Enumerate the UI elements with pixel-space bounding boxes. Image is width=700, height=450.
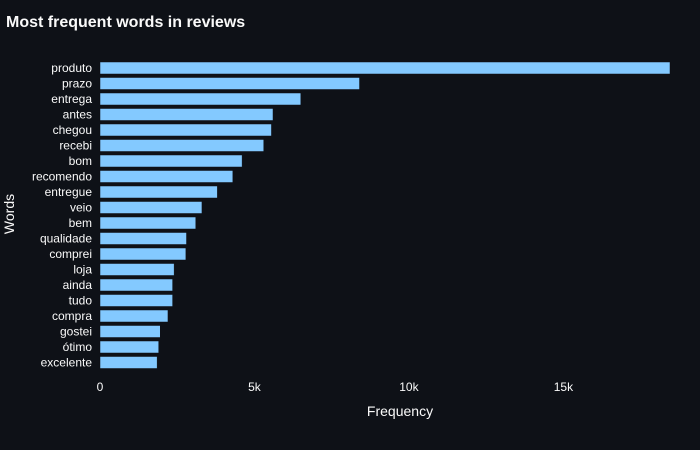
y-tick-label: produto bbox=[51, 61, 92, 75]
bar-12 bbox=[99, 247, 187, 261]
x-tick-label: 5k bbox=[248, 380, 262, 394]
y-tick-label: loja bbox=[73, 263, 92, 277]
x-tick-label: 10k bbox=[399, 380, 419, 394]
y-tick-label: recomendo bbox=[32, 170, 92, 184]
bar-19 bbox=[99, 356, 158, 369]
bar-11 bbox=[99, 232, 187, 245]
x-tick-labels: 0 5k 10k 15k bbox=[97, 380, 574, 394]
y-tick-label: veio bbox=[70, 201, 92, 215]
y-tick-label: bom bbox=[69, 154, 92, 168]
bar-13 bbox=[99, 263, 175, 276]
y-axis-title: Words bbox=[1, 194, 17, 234]
y-tick-label: compra bbox=[52, 309, 92, 323]
y-tick-label: excelente bbox=[41, 356, 93, 370]
x-tick-label: 0 bbox=[97, 380, 104, 394]
bar-17 bbox=[99, 325, 161, 338]
bar-10 bbox=[99, 216, 197, 230]
y-tick-label: antes bbox=[63, 108, 92, 122]
x-axis-title: Frequency bbox=[367, 403, 433, 419]
y-tick-label: gostei bbox=[60, 325, 92, 339]
y-tick-label: qualidade bbox=[40, 232, 92, 246]
bar-9 bbox=[99, 201, 203, 214]
bar-6 bbox=[99, 154, 243, 168]
bar-3 bbox=[99, 108, 274, 121]
y-tick-label: entregue bbox=[45, 185, 93, 199]
bar-4 bbox=[99, 123, 272, 137]
chart-title: Most frequent words in reviews bbox=[6, 14, 246, 31]
y-tick-label: ainda bbox=[63, 278, 93, 292]
bar-5 bbox=[99, 139, 264, 152]
y-tick-label: comprei bbox=[49, 247, 92, 261]
bar-16 bbox=[99, 309, 169, 323]
y-tick-label: chegou bbox=[53, 123, 92, 137]
y-tick-label: recebi bbox=[59, 139, 92, 153]
y-tick-label: bem bbox=[69, 216, 92, 230]
bar-1 bbox=[99, 77, 360, 90]
y-tick-label: tudo bbox=[69, 294, 93, 308]
y-tick-label: entrega bbox=[51, 92, 92, 106]
bar-0 bbox=[99, 61, 671, 75]
bar-7 bbox=[99, 170, 234, 183]
bars-group bbox=[99, 61, 671, 369]
bar-14 bbox=[99, 278, 173, 292]
y-tick-label: ótimo bbox=[63, 340, 93, 354]
bar-18 bbox=[99, 340, 159, 354]
bar-15 bbox=[99, 294, 173, 307]
bar-2 bbox=[99, 92, 302, 106]
x-tick-label: 15k bbox=[554, 380, 574, 394]
y-tick-label: prazo bbox=[62, 77, 92, 91]
bar-8 bbox=[99, 185, 218, 199]
